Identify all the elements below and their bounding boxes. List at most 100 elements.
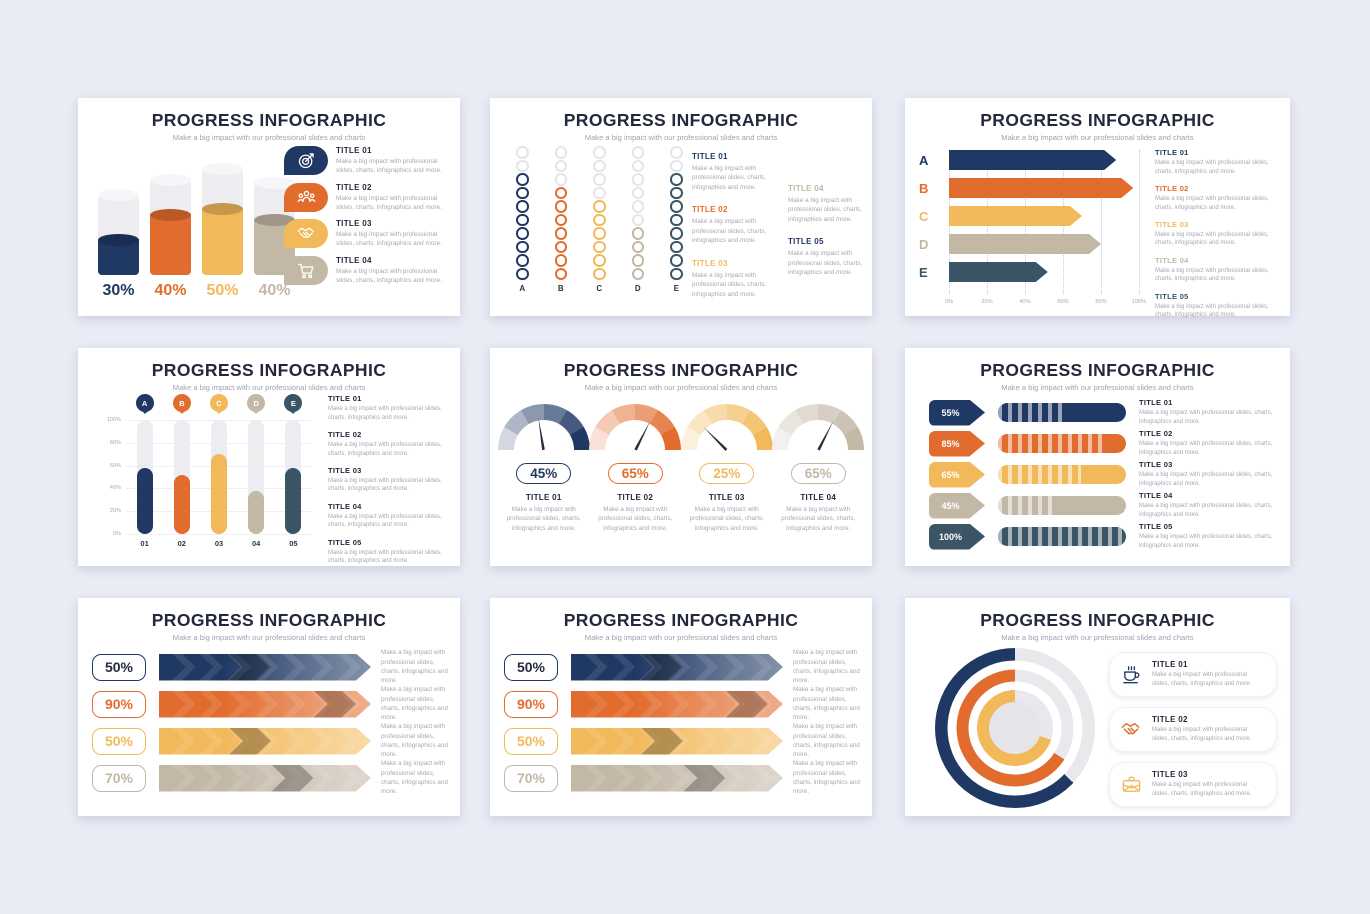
bar-category-label: B <box>919 180 929 196</box>
slide-title: PROGRESS INFOGRAPHIC <box>563 610 799 630</box>
legend-title: TITLE 04 <box>328 501 362 511</box>
cylinder-value-label: 40% <box>154 282 187 299</box>
dot-filled <box>516 213 529 226</box>
pin-pointer <box>252 410 261 418</box>
legend-title: TITLE 01 <box>336 146 372 155</box>
axis-tick: 20% <box>981 299 993 305</box>
bar-row: 85% TITLE 02 Make a big impact with profes… <box>929 429 1280 457</box>
legend-desc: Make a big impact with professional slid… <box>1155 231 1269 247</box>
gridline <box>1101 150 1102 294</box>
dot-filled <box>554 186 567 199</box>
dot-filled <box>516 173 529 186</box>
legend-item: TITLE 03 Make a big impact with professio… <box>692 259 774 299</box>
legend-desc: Make a big impact with professional slid… <box>1139 410 1273 425</box>
dot-column: B <box>554 146 567 293</box>
legend-desc: Make a big impact with professional slid… <box>1139 534 1273 549</box>
bar <box>949 234 1101 254</box>
bar-row: B <box>919 176 1147 200</box>
y-axis-tick: 40% <box>109 485 121 492</box>
plot-area: 100% 80% 60% 40% 20% 0% A 01 B 02 C 03 D 04 E 05 <box>107 394 312 548</box>
bar-track <box>173 420 190 534</box>
bar-stripes <box>998 403 1069 422</box>
gauge-title: TITLE 01 <box>525 493 562 502</box>
dot-empty <box>631 186 644 199</box>
legend-item: TITLE 02 Make a big impact with professio… <box>328 430 450 458</box>
gauge-desc: Make a big impact with professional slid… <box>598 506 673 532</box>
bar-desc: Make a big impact with professional slid… <box>381 723 448 759</box>
legend-desc: Make a big impact with professional slid… <box>1155 195 1269 211</box>
slide-subtitle: Make a big impact with our professional … <box>584 383 778 392</box>
bar <box>136 467 153 534</box>
legend-title: TITLE 01 <box>1139 398 1173 408</box>
legend-item: TITLE 04 Make a big impact with professio… <box>1139 491 1280 519</box>
dot-filled <box>631 227 644 240</box>
bar <box>571 728 783 755</box>
legend-title: TITLE 03 <box>336 219 372 229</box>
value-badge: 70% <box>92 764 146 792</box>
slide-title: PROGRESS INFOGRAPHIC <box>563 360 799 380</box>
cylinder <box>150 174 191 275</box>
bar-stripes <box>998 527 1126 546</box>
dot-matrix-group: A B C D E <box>516 146 683 293</box>
cylinder-fill-top <box>254 214 295 226</box>
dot-filled <box>554 200 567 213</box>
value-tag: 100% <box>929 523 985 550</box>
coffee-icon <box>1120 663 1143 686</box>
gauge-value-badge: 65% <box>607 463 663 484</box>
bar <box>159 654 371 681</box>
dot-filled <box>554 254 567 267</box>
dot-filled <box>631 254 644 267</box>
cylinder-top <box>254 177 295 189</box>
dot-filled <box>631 267 644 280</box>
striped-bar-chart: 55% TITLE 01 Make a big impact with profes… <box>905 392 1290 566</box>
dot-filled <box>593 254 606 267</box>
cylinder-fill <box>150 209 191 275</box>
cylinder-value-label: 30% <box>102 282 135 299</box>
legend-icon-pill <box>284 255 328 285</box>
gauge-dial <box>772 404 865 450</box>
cylinder-item: 50% <box>202 163 243 300</box>
legend-title: TITLE 02 <box>336 182 372 192</box>
legend-item: TITLE 01 Make a big impact with professio… <box>692 152 774 192</box>
legend-title: TITLE 03 <box>1152 770 1188 779</box>
legend-desc: Make a big impact with professional slid… <box>328 513 442 529</box>
handshake-icon <box>1120 718 1143 741</box>
legend-item: TITLE 04 Make a big impact with professio… <box>1155 256 1277 284</box>
axis-tick: 40% <box>1019 299 1031 305</box>
legend-desc: Make a big impact with professional slid… <box>1155 160 1269 175</box>
cylinder <box>202 163 243 275</box>
cylinder-fill-top <box>150 209 191 221</box>
dot-filled <box>593 240 606 253</box>
dot-empty <box>516 159 529 172</box>
dot-filled <box>670 186 683 199</box>
bar <box>949 150 1116 170</box>
legend-desc: Make a big impact with professional slid… <box>328 477 442 493</box>
value-badge: 70% <box>504 764 558 792</box>
legend-item: TITLE 04 Make a big impact with professio… <box>284 255 448 286</box>
bar-row: 45% TITLE 04 Make a big impact with profes… <box>929 491 1280 519</box>
bar-row: 100% TITLE 05 Make a big impact with profe… <box>929 522 1280 550</box>
bar <box>173 474 190 534</box>
axis-tick: 80% <box>1095 299 1107 305</box>
pin-pointer <box>177 410 186 418</box>
gauge-item: 45% TITLE 01 Make a big impact with profes… <box>497 404 590 533</box>
legend-desc: Make a big impact with professional slid… <box>336 231 442 248</box>
pin-marker: D <box>247 394 266 414</box>
legend-title: TITLE 01 <box>328 394 362 403</box>
bar-stripes <box>998 434 1107 453</box>
slide-column-chart-progress: PROGRESS INFOGRAPHIC Make a big impact w… <box>78 348 460 566</box>
legend-title: TITLE 04 <box>336 255 372 265</box>
legend-title: TITLE 02 <box>692 205 728 215</box>
slide-title: PROGRESS INFOGRAPHIC <box>151 360 387 380</box>
bar <box>285 467 302 534</box>
slide-header: PROGRESS INFOGRAPHIC Make a big impact w… <box>490 348 872 392</box>
cylinder-item: 30% <box>98 189 139 300</box>
legend-desc: Make a big impact with professional slid… <box>1155 303 1269 319</box>
column-chart: 100% 80% 60% 40% 20% 0% A 01 B 02 C 03 D 04 E 05 TITLE 0… <box>78 392 460 566</box>
dot-column: A <box>516 146 529 293</box>
bar-row: A <box>919 148 1147 172</box>
dot-empty <box>670 146 683 159</box>
legend-title: TITLE 03 <box>692 258 728 268</box>
legend-card: TITLE 03 Make a big impact with professio… <box>1109 762 1277 807</box>
slide-subtitle: Make a big impact with our professional … <box>172 633 366 642</box>
